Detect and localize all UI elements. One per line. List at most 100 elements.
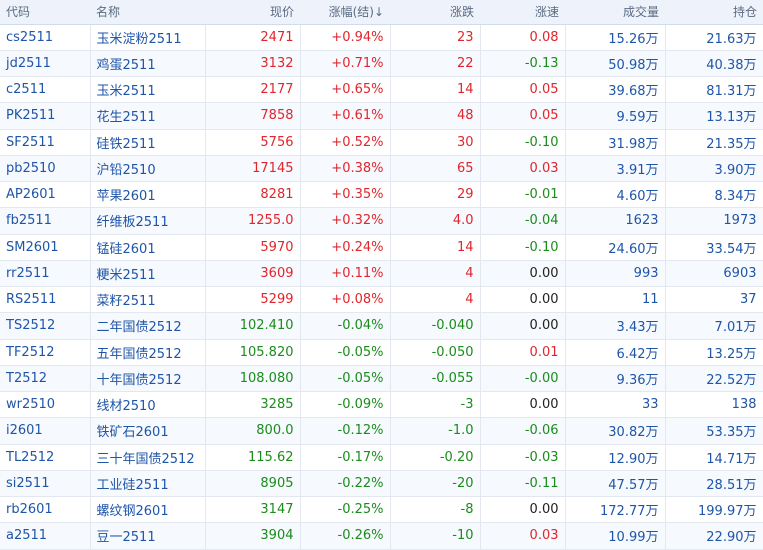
table-row[interactable]: AP2601 苹果2601 8281 +0.35% 29 -0.01 4.60万 8.34万 — [0, 181, 763, 209]
cell-speed: 0.01 — [480, 339, 566, 366]
table-row[interactable]: TS2512 二年国债2512 102.410 -0.04% -0.040 0.00 3.4… — [0, 312, 763, 340]
cell-price: 5299 — [205, 286, 301, 314]
cell-name: 硅铁2511 — [90, 129, 206, 156]
cell-price: 3904 — [205, 522, 301, 550]
cell-open-interest: 21.35万 — [665, 129, 763, 156]
cell-speed: 0.00 — [480, 496, 566, 524]
cell-speed: 0.05 — [480, 76, 566, 104]
header-row: 代码 名称 现价 涨幅(结)↓ 涨跌 涨速 成交量 持仓 — [0, 0, 763, 25]
header-price[interactable]: 现价 — [205, 0, 300, 25]
cell-code: jd2511 — [0, 50, 91, 78]
cell-name: 玉米2511 — [90, 76, 206, 104]
cell-volume: 24.60万 — [565, 234, 666, 261]
cell-change: -0.20 — [390, 444, 481, 471]
cell-volume: 9.36万 — [565, 365, 666, 393]
cell-open-interest: 21.63万 — [665, 24, 763, 51]
cell-name: 苹果2601 — [90, 181, 206, 209]
cell-change: 23 — [390, 24, 481, 51]
cell-code: PK2511 — [0, 102, 91, 130]
cell-change: -10 — [390, 522, 481, 550]
header-name[interactable]: 名称 — [90, 0, 205, 25]
table-row[interactable]: pb2510 沪铅2510 17145 +0.38% 65 0.03 3.91万 3.90万 — [0, 155, 763, 183]
cell-change: 4.0 — [390, 207, 481, 235]
table-row[interactable]: T2512 十年国债2512 108.080 -0.05% -0.055 -0.00 9.3… — [0, 365, 763, 393]
cell-volume: 993 — [565, 260, 666, 288]
cell-pct-change: +0.24% — [300, 234, 391, 261]
cell-open-interest: 3.90万 — [665, 155, 763, 183]
table-row[interactable]: SF2511 硅铁2511 5756 +0.52% 30 -0.10 31.98万 21.35… — [0, 129, 763, 156]
cell-name: 五年国债2512 — [90, 339, 206, 366]
cell-speed: 0.00 — [480, 260, 566, 288]
cell-change: 4 — [390, 286, 481, 314]
cell-code: TF2512 — [0, 339, 91, 366]
header-pct-change[interactable]: 涨幅(结)↓ — [300, 0, 390, 25]
cell-code: wr2510 — [0, 391, 91, 419]
cell-speed: 0.00 — [480, 312, 566, 340]
cell-open-interest: 53.35万 — [665, 417, 763, 445]
cell-change: -0.050 — [390, 339, 481, 366]
cell-open-interest: 1973 — [665, 207, 763, 235]
cell-change: 29 — [390, 181, 481, 209]
cell-volume: 31.98万 — [565, 129, 666, 156]
cell-code: a2511 — [0, 522, 91, 550]
table-row[interactable]: TF2512 五年国债2512 105.820 -0.05% -0.050 0.01 6.4… — [0, 339, 763, 366]
cell-open-interest: 22.90万 — [665, 522, 763, 550]
cell-name: 二年国债2512 — [90, 312, 206, 340]
cell-code: rr2511 — [0, 260, 91, 288]
header-speed[interactable]: 涨速 — [480, 0, 565, 25]
table-row[interactable]: rb2601 螺纹钢2601 3147 -0.25% -8 0.00 172.77万 199.… — [0, 496, 763, 524]
table-row[interactable]: RS2511 菜籽2511 5299 +0.08% 4 0.00 11 37 — [0, 286, 763, 314]
header-volume[interactable]: 成交量 — [565, 0, 665, 25]
cell-name: 鸡蛋2511 — [90, 50, 206, 78]
cell-code: SF2511 — [0, 129, 91, 156]
table-row[interactable]: i2601 铁矿石2601 800.0 -0.12% -1.0 -0.06 30.82万 53… — [0, 417, 763, 445]
cell-code: i2601 — [0, 417, 91, 445]
cell-open-interest: 7.01万 — [665, 312, 763, 340]
table-row[interactable]: si2511 工业硅2511 8905 -0.22% -20 -0.11 47.57万 28.… — [0, 470, 763, 498]
cell-price: 3609 — [205, 260, 301, 288]
header-change[interactable]: 涨跌 — [390, 0, 480, 25]
cell-open-interest: 37 — [665, 286, 763, 314]
cell-name: 玉米淀粉2511 — [90, 24, 206, 51]
cell-speed: -0.03 — [480, 444, 566, 471]
cell-open-interest: 6903 — [665, 260, 763, 288]
table-row[interactable]: TL2512 三十年国债2512 115.62 -0.17% -0.20 -0.03 12.… — [0, 444, 763, 471]
header-open-interest[interactable]: 持仓 — [665, 0, 763, 25]
cell-price: 2471 — [205, 24, 301, 51]
cell-pct-change: +0.61% — [300, 102, 391, 130]
table-row[interactable]: cs2511 玉米淀粉2511 2471 +0.94% 23 0.08 15.26万 21.6… — [0, 24, 763, 51]
cell-speed: 0.00 — [480, 391, 566, 419]
table-row[interactable]: jd2511 鸡蛋2511 3132 +0.71% 22 -0.13 50.98万 40.38… — [0, 50, 763, 78]
cell-pct-change: -0.22% — [300, 470, 391, 498]
cell-speed: 0.08 — [480, 24, 566, 51]
header-code[interactable]: 代码 — [0, 0, 90, 25]
cell-price: 3285 — [205, 391, 301, 419]
cell-price: 108.080 — [205, 365, 301, 393]
table-row[interactable]: c2511 玉米2511 2177 +0.65% 14 0.05 39.68万 81.31万 — [0, 76, 763, 104]
cell-pct-change: -0.04% — [300, 312, 391, 340]
cell-change: 30 — [390, 129, 481, 156]
cell-name: 豆一2511 — [90, 522, 206, 550]
cell-code: c2511 — [0, 76, 91, 104]
table-row[interactable]: wr2510 线材2510 3285 -0.09% -3 0.00 33 138 — [0, 391, 763, 419]
cell-pct-change: +0.08% — [300, 286, 391, 314]
table-row[interactable]: SM2601 锰硅2601 5970 +0.24% 14 -0.10 24.60万 33.54… — [0, 234, 763, 261]
cell-pct-change: -0.17% — [300, 444, 391, 471]
table-row[interactable]: fb2511 纤维板2511 1255.0 +0.32% 4.0 -0.04 1623 197… — [0, 207, 763, 235]
cell-open-interest: 14.71万 — [665, 444, 763, 471]
cell-pct-change: +0.35% — [300, 181, 391, 209]
cell-volume: 30.82万 — [565, 417, 666, 445]
table-row[interactable]: rr2511 粳米2511 3609 +0.11% 4 0.00 993 6903 — [0, 260, 763, 288]
table-row[interactable]: a2511 豆一2511 3904 -0.26% -10 0.03 10.99万 22.90万 — [0, 522, 763, 550]
cell-price: 3147 — [205, 496, 301, 524]
cell-speed: 0.05 — [480, 102, 566, 130]
cell-price: 5756 — [205, 129, 301, 156]
cell-price: 102.410 — [205, 312, 301, 340]
cell-pct-change: +0.65% — [300, 76, 391, 104]
table-header: 代码 名称 现价 涨幅(结)↓ 涨跌 涨速 成交量 持仓 — [0, 0, 763, 25]
cell-change: 4 — [390, 260, 481, 288]
cell-volume: 11 — [565, 286, 666, 314]
table-row[interactable]: PK2511 花生2511 7858 +0.61% 48 0.05 9.59万 13.13万 — [0, 102, 763, 130]
cell-name: 沪铅2510 — [90, 155, 206, 183]
